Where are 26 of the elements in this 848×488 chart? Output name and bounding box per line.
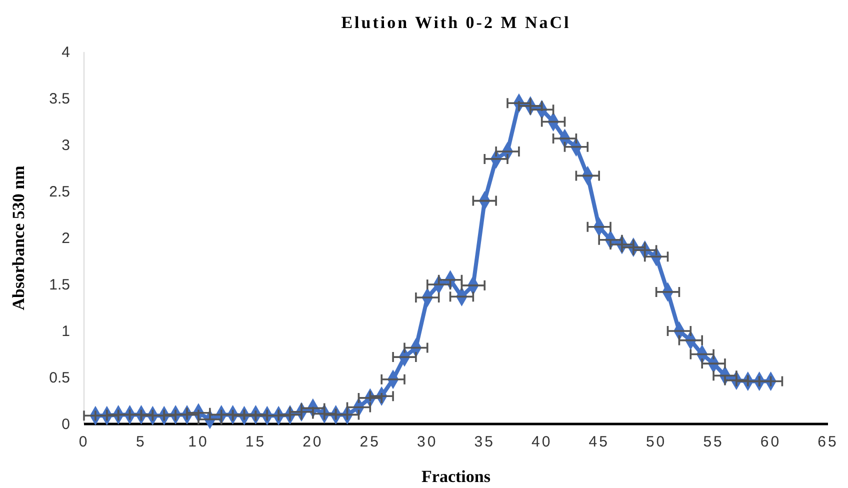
y-tick-label: 1.5 — [49, 276, 70, 294]
y-tick-label: 3.5 — [49, 90, 70, 108]
x-tick-label: 10 — [188, 434, 209, 451]
x-tick-label: 50 — [646, 434, 667, 451]
x-tick-label: 45 — [588, 434, 610, 451]
x-tick-label: 40 — [532, 434, 552, 451]
x-tick-label: 15 — [245, 434, 266, 451]
x-tick-label: 55 — [703, 434, 724, 451]
y-tick-label: 0 — [62, 416, 70, 433]
x-tick-label: 65 — [818, 434, 838, 451]
x-tick-label: 35 — [474, 434, 495, 451]
y-axis-title: Absorbance 530 nm — [9, 166, 28, 310]
x-tick-label: 60 — [760, 434, 782, 451]
x-axis-title: Fractions — [422, 467, 491, 486]
y-tick-label: 3 — [62, 136, 70, 154]
chart-title: Elution With 0-2 M NaCl — [341, 13, 571, 32]
x-tick-label: 5 — [136, 434, 146, 451]
x-tick-label: 25 — [360, 434, 380, 451]
y-tick-label: 1 — [62, 322, 70, 340]
y-tick-label: 0.5 — [49, 369, 70, 386]
x-tick-label: 0 — [78, 434, 90, 451]
x-tick-label: 20 — [302, 434, 324, 451]
y-tick-label: 4 — [62, 44, 70, 61]
x-tick-label: 30 — [417, 434, 438, 451]
y-tick-label: 2.5 — [49, 183, 70, 200]
y-tick-label: 2 — [62, 230, 70, 247]
